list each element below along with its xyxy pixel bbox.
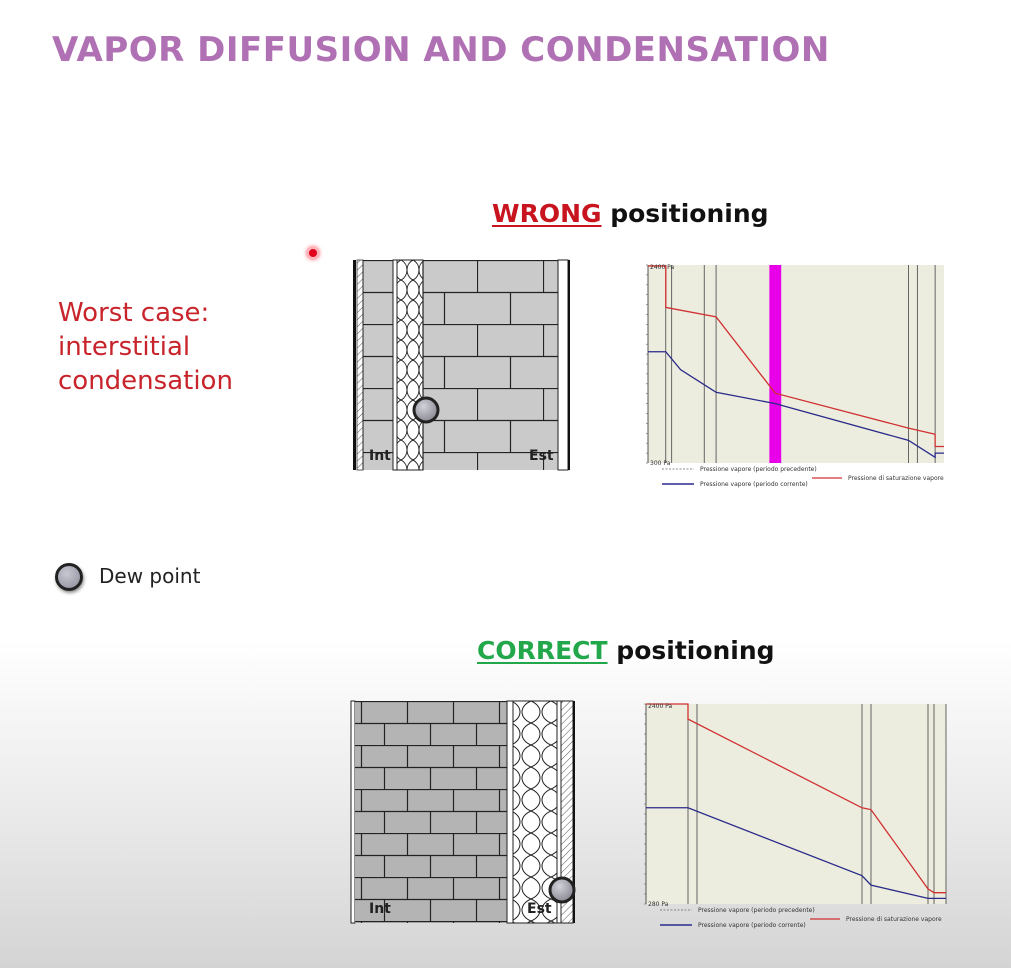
worst-case-line-2: interstitial bbox=[58, 332, 191, 362]
wrong-pressure-chart: 2400 Pa 300 Pa Pressione vapore (periodo p… bbox=[646, 264, 944, 488]
correct-heading-rest: positioning bbox=[607, 636, 775, 665]
chart1-plot-area bbox=[648, 265, 944, 463]
chart1-series-0 bbox=[648, 265, 944, 448]
wrong-wall-diagram: Int Est bbox=[353, 259, 570, 471]
wall2-exterior-label: Est bbox=[527, 901, 552, 917]
chart1-series-1 bbox=[648, 351, 944, 459]
chart2-plot-area bbox=[646, 704, 946, 904]
chart2-legend-current: Pressione vapore (periodo corrente) bbox=[698, 922, 806, 929]
wrong-heading-rest: positioning bbox=[601, 199, 769, 228]
dew-point-circle-icon bbox=[55, 563, 83, 591]
chart2-series-1 bbox=[646, 807, 946, 899]
chart1-legend-saturation: Pressione di saturazione vapore bbox=[848, 475, 944, 482]
chart1-y-min-label: 300 Pa bbox=[650, 460, 671, 467]
chart2-legend-previous: Pressione vapore (periodo precedente) bbox=[698, 907, 815, 914]
chart2-y-min-label: 280 Pa bbox=[648, 901, 669, 908]
wall2-interior-label: Int bbox=[369, 901, 391, 917]
worst-case-note: Worst case: interstitial condensation bbox=[58, 296, 298, 398]
worst-case-line-3: condensation bbox=[58, 366, 233, 396]
chart1-legend-current: Pressione vapore (periodo corrente) bbox=[700, 481, 808, 488]
chart2-y-max-label: 2400 Pa bbox=[648, 703, 673, 710]
dew-point-legend-label: Dew point bbox=[99, 564, 201, 588]
correct-wall-diagram: Int Est bbox=[350, 700, 576, 924]
chart1-condensation-band bbox=[769, 265, 782, 463]
wrong-positioning-heading: WRONG positioning bbox=[492, 199, 769, 228]
page-title: VAPOR DIFFUSION AND CONDENSATION bbox=[52, 30, 830, 70]
laser-pointer-dot bbox=[307, 247, 319, 259]
chart2-series-0 bbox=[646, 703, 946, 894]
wall2-dew-point-icon bbox=[548, 876, 576, 904]
wall1-exterior-label: Est bbox=[529, 448, 554, 464]
wall1-interior-label: Int bbox=[369, 448, 391, 464]
correct-positioning-heading: CORRECT positioning bbox=[477, 636, 775, 665]
chart2-legend-saturation: Pressione di saturazione vapore bbox=[846, 916, 942, 923]
worst-case-line-1: Worst case: bbox=[58, 298, 210, 328]
chart1-y-max-label: 2400 Pa bbox=[650, 264, 675, 271]
chart1-legend-previous: Pressione vapore (periodo precedente) bbox=[700, 466, 817, 473]
wrong-keyword: WRONG bbox=[492, 199, 602, 228]
correct-pressure-chart: 2400 Pa 280 Pa Pressione vapore (periodo p… bbox=[644, 703, 947, 929]
wall1-dew-point-icon bbox=[412, 396, 440, 424]
correct-keyword: CORRECT bbox=[477, 636, 608, 665]
